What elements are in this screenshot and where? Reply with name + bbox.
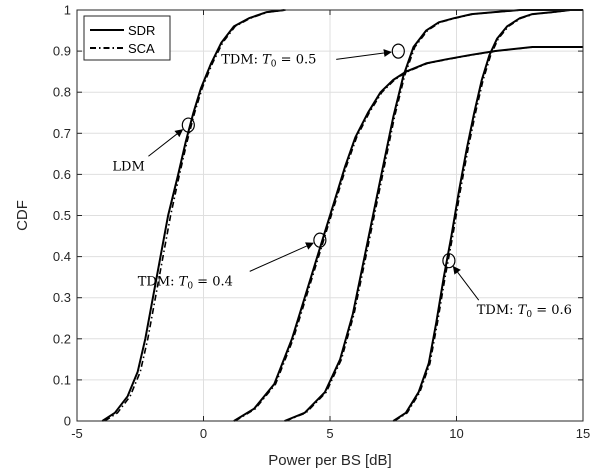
- legend: SDR SCA: [84, 16, 170, 60]
- y-tick-label: 0.4: [53, 249, 71, 264]
- y-axis-title: CDF: [14, 200, 31, 231]
- y-tick-label: 0.3: [53, 290, 71, 305]
- legend-label-sca: SCA: [128, 41, 155, 56]
- y-tick-label: 0.8: [53, 85, 71, 100]
- annotation-label: LDM: [112, 159, 144, 174]
- legend-label-sdr: SDR: [128, 23, 155, 38]
- legend-box: [84, 16, 170, 60]
- y-tick-label: 0.2: [53, 331, 71, 346]
- x-axis-title: Power per BS [dB]: [268, 452, 391, 469]
- y-tick-label: 0.5: [53, 208, 71, 223]
- x-tick-label: 0: [200, 426, 207, 441]
- annotation-label: TDM: T0 = 0.6: [477, 303, 572, 320]
- annotation-label: TDM: T0 = 0.4: [138, 274, 233, 291]
- y-tick-label: 0.9: [53, 44, 71, 59]
- x-tick-label: 10: [449, 426, 463, 441]
- y-tick-label: 0.1: [53, 372, 71, 387]
- annotation-label: TDM: T0 = 0.5: [221, 52, 316, 69]
- x-tick-label: 15: [576, 426, 590, 441]
- y-tick-label: 0: [64, 414, 71, 429]
- y-tick-label: 0.7: [53, 126, 71, 141]
- x-tick-label: 5: [326, 426, 333, 441]
- x-tick-label: -5: [71, 426, 83, 441]
- y-tick-label: 1: [64, 3, 71, 18]
- y-tick-label: 0.6: [53, 167, 71, 182]
